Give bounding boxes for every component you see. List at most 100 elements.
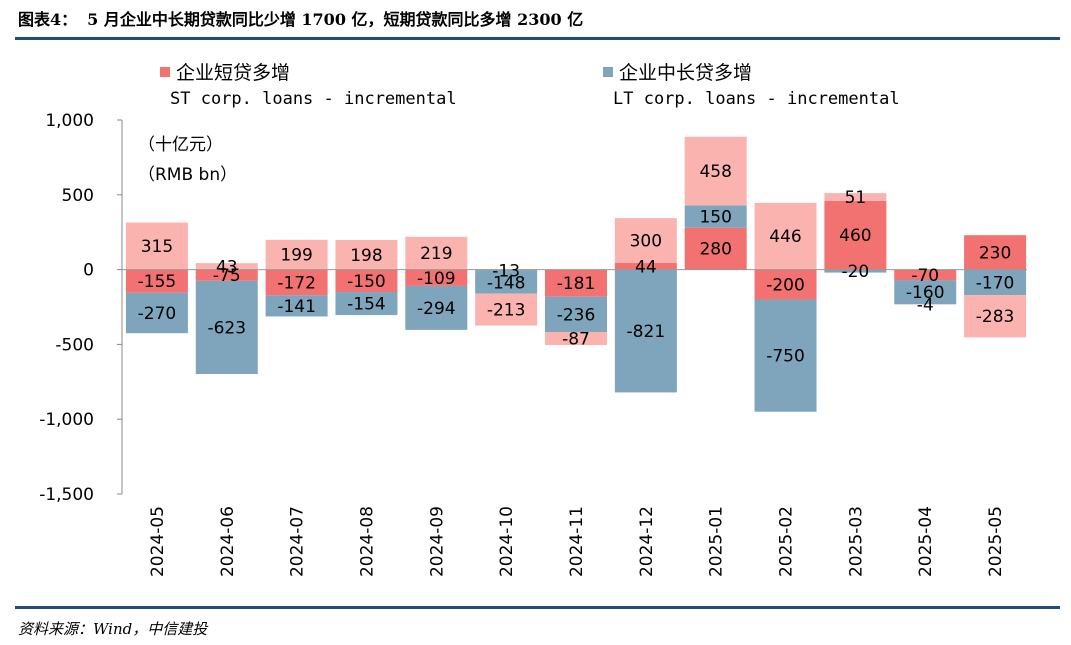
st-bar: [335, 269, 398, 293]
x-tick-label: 2024-08: [357, 506, 377, 577]
st-yearago-bar: [475, 293, 538, 326]
st-value-label: -172: [277, 273, 316, 293]
st-value-label: -200: [766, 276, 805, 296]
st-yearago-bar: [894, 304, 957, 305]
st-value-label: -70: [911, 266, 939, 286]
lt-value-label: -270: [138, 304, 177, 324]
st-value-label: 280: [699, 240, 731, 260]
y-tick-label: 1,000: [45, 111, 94, 131]
st-yearago-bar: [754, 202, 817, 270]
top-rule: [15, 37, 1060, 40]
legend-lt-en: LT corp. loans - incremental: [613, 89, 900, 109]
st-yearago-value-label: -4: [917, 295, 934, 315]
x-tick-label: 2024-12: [637, 506, 657, 577]
x-tick-label: 2024-11: [567, 506, 587, 577]
legend-st-en: ST corp. loans - incremental: [170, 89, 457, 109]
legend-lt: 企业中长贷多增 LT corp. loans - incremental: [603, 58, 900, 109]
x-tick-label: 2025-03: [846, 506, 866, 577]
st-yearago-value-label: -87: [562, 329, 590, 349]
st-yearago-value-label: 198: [350, 246, 382, 266]
st-value-label: -181: [557, 274, 596, 294]
lt-bar: [894, 280, 957, 305]
st-bar: [545, 269, 607, 297]
st-value-label: -75: [213, 266, 241, 286]
st-value-label: 460: [839, 226, 871, 246]
x-tick-label: 2025-01: [707, 506, 727, 577]
lt-extra-value-label: -148: [487, 274, 526, 294]
st-value-label: 230: [979, 243, 1011, 263]
x-tick-label: 2024-07: [288, 506, 308, 577]
st-bar: [824, 200, 887, 270]
st-yearago-value-label: 300: [630, 232, 662, 252]
lt-value-label: -821: [627, 322, 666, 342]
bottom-rule: [15, 606, 1060, 609]
lt-bar: [475, 269, 538, 272]
source-note: 资料来源：Wind，中信建投: [18, 620, 208, 638]
lt-bar: [614, 269, 677, 393]
st-yearago-value-label: 446: [769, 227, 801, 247]
lt-value-label: -750: [766, 347, 805, 367]
lt-bar: [405, 285, 468, 330]
lt-value-label: -170: [976, 273, 1015, 293]
st-bar: [405, 269, 468, 286]
legend-st-swatch: [160, 66, 170, 77]
st-bar: [754, 269, 817, 300]
lt-value-label: -13: [492, 262, 520, 282]
st-yearago-value-label: 219: [420, 244, 452, 264]
st-bar: [195, 269, 258, 281]
y-tick-label: -1,500: [39, 485, 94, 505]
x-tick-label: 2024-05: [148, 506, 168, 577]
st-value-label: 44: [635, 257, 657, 277]
unit-en: （RMB bn）: [138, 165, 238, 185]
lt-bar: [964, 269, 1027, 296]
lt-value-label: -294: [417, 299, 456, 319]
chart-title: 图表4： 5 月企业中长期贷款同比少增 1700 亿，短期贷款同比多增 2300 …: [18, 6, 593, 30]
x-tick-label: 2024-10: [497, 506, 517, 577]
y-tick-label: -1,000: [39, 410, 94, 430]
st-yearago-value-label: 51: [845, 188, 867, 208]
lt-value-label: -141: [277, 297, 316, 317]
st-yearago-bar: [125, 222, 188, 270]
st-bar: [125, 269, 188, 293]
st-value-label: -150: [347, 272, 386, 292]
st-bar: [964, 235, 1027, 270]
x-tick-label: 2025-04: [916, 506, 936, 577]
st-yearago-bar: [335, 239, 398, 270]
st-yearago-value-label: -283: [976, 307, 1015, 327]
x-tick-label: 2025-05: [986, 506, 1006, 577]
st-yearago-bar: [195, 263, 258, 270]
lt-value-label: -20: [841, 262, 869, 282]
lt-value-label: -236: [557, 305, 596, 325]
st-bar: [894, 269, 957, 281]
y-tick-label: -500: [55, 335, 94, 355]
lt-bar: [125, 292, 188, 334]
st-yearago-bar: [824, 193, 887, 201]
y-tick-label: 0: [83, 261, 94, 281]
st-yearago-value-label: 199: [280, 246, 312, 266]
lt-bar: [195, 280, 258, 375]
lt-value-label: -160: [906, 283, 945, 303]
lt-bar: [824, 269, 887, 273]
st-yearago-bar: [684, 136, 747, 206]
legend-lt-cn: 企业中长贷多增: [619, 62, 753, 84]
legend-lt-swatch: [603, 66, 613, 77]
lt-bar: [684, 205, 747, 228]
st-value-label: -109: [417, 269, 456, 289]
unit-cn: （十亿元）: [138, 135, 223, 155]
st-yearago-bar: [265, 239, 328, 270]
chart-area: 1,000 500 0 -500 -1,000 -1,500 -155 -270 315 -75 -…: [39, 111, 1027, 577]
lt-bar: [335, 292, 398, 316]
lt-value-label: -154: [347, 295, 386, 315]
st-value-label: -155: [138, 272, 177, 292]
lt-bar: [754, 299, 817, 412]
st-bar: [684, 227, 747, 270]
lt-bar: [265, 295, 328, 317]
title-text: 5 月企业中长期贷款同比少增 1700 亿，短期贷款同比多增 2300 亿: [87, 10, 584, 29]
st-yearago-bar: [545, 331, 607, 345]
figure-label: 图表4：: [18, 10, 78, 29]
st-yearago-value-label: 458: [699, 162, 731, 182]
st-bar: [265, 269, 328, 296]
lt-bar: [545, 296, 607, 332]
st-yearago-value-label: -213: [487, 301, 526, 321]
st-yearago-value-label: 315: [141, 237, 173, 257]
